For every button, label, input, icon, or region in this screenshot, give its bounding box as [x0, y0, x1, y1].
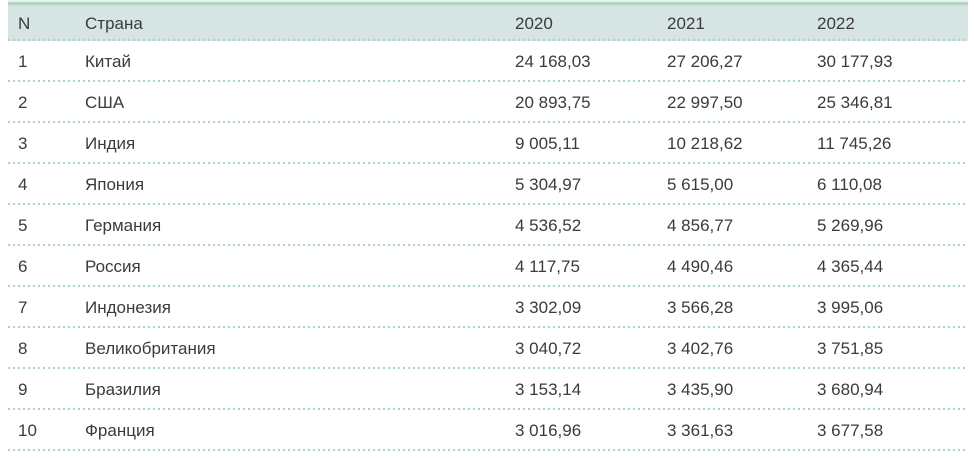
rank-cell: 3 [18, 133, 28, 153]
value-2021-cell: 22 997,50 [667, 92, 743, 112]
value-2020-cell: 3 040,72 [515, 338, 582, 358]
country-cell: Франция [85, 420, 155, 440]
table-row: 10 Франция 3 016,96 3 361,63 3 677,58 [8, 410, 968, 451]
value-2021-cell: 3 402,76 [667, 338, 734, 358]
value-2022-cell: 3 751,85 [817, 338, 884, 358]
value-2022-cell: 6 110,08 [817, 174, 882, 194]
country-cell: США [85, 92, 125, 112]
value-2022-cell: 3 677,58 [817, 420, 884, 440]
table-row: 1 Китай 24 168,03 27 206,27 30 177,93 [8, 41, 968, 82]
data-table: N Страна 2020 2021 2022 1 Китай 24 168,0… [8, 0, 968, 451]
country-cell: Бразилия [85, 379, 161, 399]
rank-cell: 1 [18, 51, 28, 71]
value-2020-cell: 4 536,52 [515, 215, 582, 235]
rank-cell: 5 [18, 215, 28, 235]
value-2021-cell: 3 361,63 [667, 420, 734, 440]
value-2021-cell: 4 856,77 [667, 215, 734, 235]
column-header-2022: 2022 [817, 14, 855, 33]
column-header-2020: 2020 [515, 14, 553, 33]
value-2021-cell: 10 218,62 [667, 133, 743, 153]
rank-cell: 7 [18, 297, 28, 317]
rank-cell: 9 [18, 379, 28, 399]
value-2022-cell: 4 365,44 [817, 256, 884, 276]
country-cell: Индонезия [85, 297, 171, 317]
value-2021-cell: 5 615,00 [667, 174, 734, 194]
country-cell: Великобритания [85, 338, 216, 358]
rank-cell: 2 [18, 92, 28, 112]
value-2022-cell: 30 177,93 [817, 51, 893, 71]
value-2021-cell: 4 490,46 [667, 256, 734, 276]
rank-cell: 6 [18, 256, 28, 276]
value-2022-cell: 3 680,94 [817, 379, 884, 399]
value-2022-cell: 11 745,26 [817, 133, 892, 153]
table-row: 6 Россия 4 117,75 4 490,46 4 365,44 [8, 246, 968, 287]
rank-cell: 8 [18, 338, 28, 358]
column-header-2021: 2021 [667, 14, 705, 33]
table-row: 5 Германия 4 536,52 4 856,77 5 269,96 [8, 205, 968, 246]
country-cell: Япония [85, 174, 145, 194]
table-header-row: N Страна 2020 2021 2022 [8, 7, 968, 41]
value-2022-cell: 25 346,81 [817, 92, 893, 112]
table-body: 1 Китай 24 168,03 27 206,27 30 177,93 2 … [8, 41, 968, 451]
value-2022-cell: 5 269,96 [817, 215, 884, 235]
country-cell: Германия [85, 215, 162, 235]
column-header-rank: N [18, 14, 31, 33]
value-2021-cell: 3 435,90 [667, 379, 734, 399]
value-2022-cell: 3 995,06 [817, 297, 884, 317]
value-2021-cell: 3 566,28 [667, 297, 734, 317]
table-row: 4 Япония 5 304,97 5 615,00 6 110,08 [8, 164, 968, 205]
value-2020-cell: 3 153,14 [515, 379, 582, 399]
rank-cell: 4 [18, 174, 28, 194]
value-2020-cell: 24 168,03 [515, 51, 591, 71]
table-row: 7 Индонезия 3 302,09 3 566,28 3 995,06 [8, 287, 968, 328]
column-header-country: Страна [85, 14, 143, 33]
table-row: 8 Великобритания 3 040,72 3 402,76 3 751… [8, 328, 968, 369]
value-2020-cell: 3 016,96 [515, 420, 582, 440]
rank-cell: 10 [18, 420, 37, 440]
value-2020-cell: 9 005,11 [515, 133, 580, 153]
table-row: 3 Индия 9 005,11 10 218,62 11 745,26 [8, 123, 968, 164]
country-cell: Индия [85, 133, 136, 153]
value-2020-cell: 4 117,75 [515, 256, 580, 276]
table-row: 9 Бразилия 3 153,14 3 435,90 3 680,94 [8, 369, 968, 410]
value-2020-cell: 20 893,75 [515, 92, 591, 112]
table-top-accent [8, 0, 968, 7]
country-cell: Китай [85, 51, 131, 71]
value-2021-cell: 27 206,27 [667, 51, 743, 71]
table-row: 2 США 20 893,75 22 997,50 25 346,81 [8, 82, 968, 123]
country-cell: Россия [85, 256, 141, 276]
value-2020-cell: 5 304,97 [515, 174, 582, 194]
value-2020-cell: 3 302,09 [515, 297, 582, 317]
